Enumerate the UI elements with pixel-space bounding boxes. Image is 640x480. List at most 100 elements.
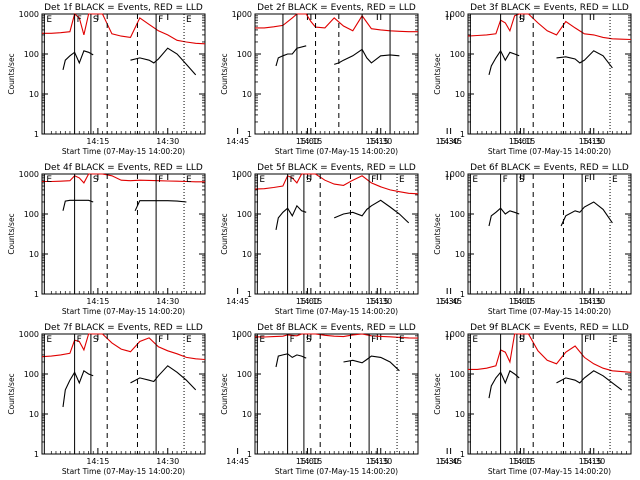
marker-label: F (503, 175, 508, 185)
y-tick-label: 100 (237, 210, 252, 219)
marker-label: E (46, 175, 52, 185)
y-tick-label: 1000 (445, 330, 465, 339)
y-tick-label: 1000 (19, 330, 39, 339)
series-lld-line (255, 13, 418, 33)
x-tick-label: 15:30 (436, 137, 459, 146)
panel-title: Det 3f BLACK = Events, RED = LLD (470, 3, 629, 13)
x-tick-label: 14:15 (86, 297, 109, 306)
marker-label: E (612, 335, 618, 345)
x-tick-label: 15:00 (509, 137, 532, 146)
x-axis-label: Start Time (07-May-15 14:00:20) (488, 307, 611, 316)
y-axis-label: Counts/sec (7, 213, 16, 254)
series-lld-line (42, 13, 206, 45)
marker-label: F (77, 15, 82, 25)
marker-label: S (93, 15, 99, 25)
y-axis-label: Counts/sec (433, 373, 442, 414)
y-tick-label: 1000 (232, 170, 252, 179)
panel-3: Det 3f BLACK = Events, RED = LLD 1 10 100 10… (433, 3, 632, 156)
panel-6: Det 6f BLACK = Events, RED = LLD 1 10 100 10… (433, 163, 632, 316)
x-tick-label: 14:30 (369, 457, 392, 466)
x-axis-label: Start Time (07-May-15 14:00:20) (62, 307, 185, 316)
panel-title: Det 1f BLACK = Events, RED = LLD (44, 3, 203, 13)
y-axis-label: Counts/sec (7, 373, 16, 414)
marker-label: E (46, 335, 52, 345)
x-tick-label: 14:15 (299, 297, 322, 306)
x-tick-label: 15:30 (436, 297, 459, 306)
x-axis-label: Start Time (07-May-15 14:00:20) (62, 467, 185, 476)
marker-label: F (158, 175, 163, 185)
y-tick-label: 100 (24, 210, 39, 219)
plot-frame (254, 13, 419, 135)
marker-label: S (519, 335, 525, 345)
panel-2: Det 2f BLACK = Events, RED = LLD 1 10 100 10… (220, 3, 602, 156)
x-tick-label: 15:30 (436, 457, 459, 466)
y-tick-label: 10 (455, 250, 465, 259)
marker-label: E (399, 175, 405, 185)
x-tick-label: 14:15 (512, 137, 535, 146)
marker-label: E (186, 175, 192, 185)
y-tick-label: 100 (24, 50, 39, 59)
y-tick-label: 1000 (232, 10, 252, 19)
x-tick-label: 14:30 (156, 297, 179, 306)
marker-label: F (77, 335, 82, 345)
x-tick-label: 15:15 (366, 137, 389, 146)
x-tick-label: 14:45 (226, 297, 249, 306)
series-lld-line (254, 173, 419, 195)
y-tick-label: 1 (34, 290, 39, 299)
marker-label: S (306, 335, 312, 345)
y-tick-label: 100 (24, 370, 39, 379)
marker-label: E (186, 15, 192, 25)
y-tick-label: 1000 (19, 10, 39, 19)
y-tick-label: 1 (460, 450, 465, 459)
x-axis-label: Start Time (07-May-15 14:00:20) (488, 467, 611, 476)
plot-frame (41, 173, 206, 295)
x-tick-label: 15:00 (296, 297, 319, 306)
x-tick-label: 14:30 (369, 137, 392, 146)
y-axis-label: Counts/sec (7, 53, 16, 94)
marker-label: F (158, 335, 163, 345)
marker-label: S (519, 15, 525, 25)
y-axis-label: Counts/sec (220, 53, 229, 94)
panel-title: Det 8f BLACK = Events, RED = LLD (257, 323, 416, 333)
y-tick-label: 1000 (445, 170, 465, 179)
y-tick-label: 100 (237, 50, 252, 59)
x-tick-label: 14:45 (226, 137, 249, 146)
marker-label: F (371, 175, 376, 185)
y-tick-label: 1 (247, 130, 252, 139)
marker-label: E (472, 175, 478, 185)
series-events-line (275, 353, 400, 372)
marker-label: E (46, 15, 52, 25)
series-events-line (62, 199, 187, 212)
marker-label: E (259, 175, 265, 185)
x-tick-label: 14:30 (582, 457, 605, 466)
y-tick-label: 1 (460, 290, 465, 299)
x-tick-label: 14:15 (86, 457, 109, 466)
x-axis-label: Start Time (07-May-15 14:00:20) (275, 147, 398, 156)
x-tick-label: 15:15 (579, 297, 602, 306)
x-tick-label: 15:15 (579, 457, 602, 466)
y-tick-label: 1000 (19, 170, 39, 179)
x-tick-label: 14:15 (512, 297, 535, 306)
y-tick-label: 10 (242, 90, 252, 99)
x-axis-label: Start Time (07-May-15 14:00:20) (62, 147, 185, 156)
series-lld-line (467, 13, 632, 41)
x-axis-label: Start Time (07-May-15 14:00:20) (275, 467, 398, 476)
y-tick-label: 1000 (232, 330, 252, 339)
x-tick-label: 14:15 (86, 137, 109, 146)
plot-frame (467, 13, 632, 135)
x-axis-label: Start Time (07-May-15 14:00:20) (275, 307, 398, 316)
series-lld-line (468, 333, 632, 373)
y-tick-label: 1 (247, 450, 252, 459)
y-axis-label: Counts/sec (220, 373, 229, 414)
x-tick-label: 14:30 (582, 137, 605, 146)
plot-frame (467, 173, 632, 295)
panel-9: Det 9f BLACK = Events, RED = LLD 1 10 100 10… (433, 323, 632, 476)
panel-title: Det 5f BLACK = Events, RED = LLD (257, 163, 416, 173)
x-tick-label: 14:45 (439, 457, 462, 466)
plot-frame (41, 13, 206, 135)
plot-frame (41, 333, 206, 455)
marker-label: F (584, 175, 589, 185)
y-tick-label: 100 (450, 370, 465, 379)
panel-8: Det 8f BLACK = Events, RED = LLD 1 10 100 10… (220, 323, 602, 476)
